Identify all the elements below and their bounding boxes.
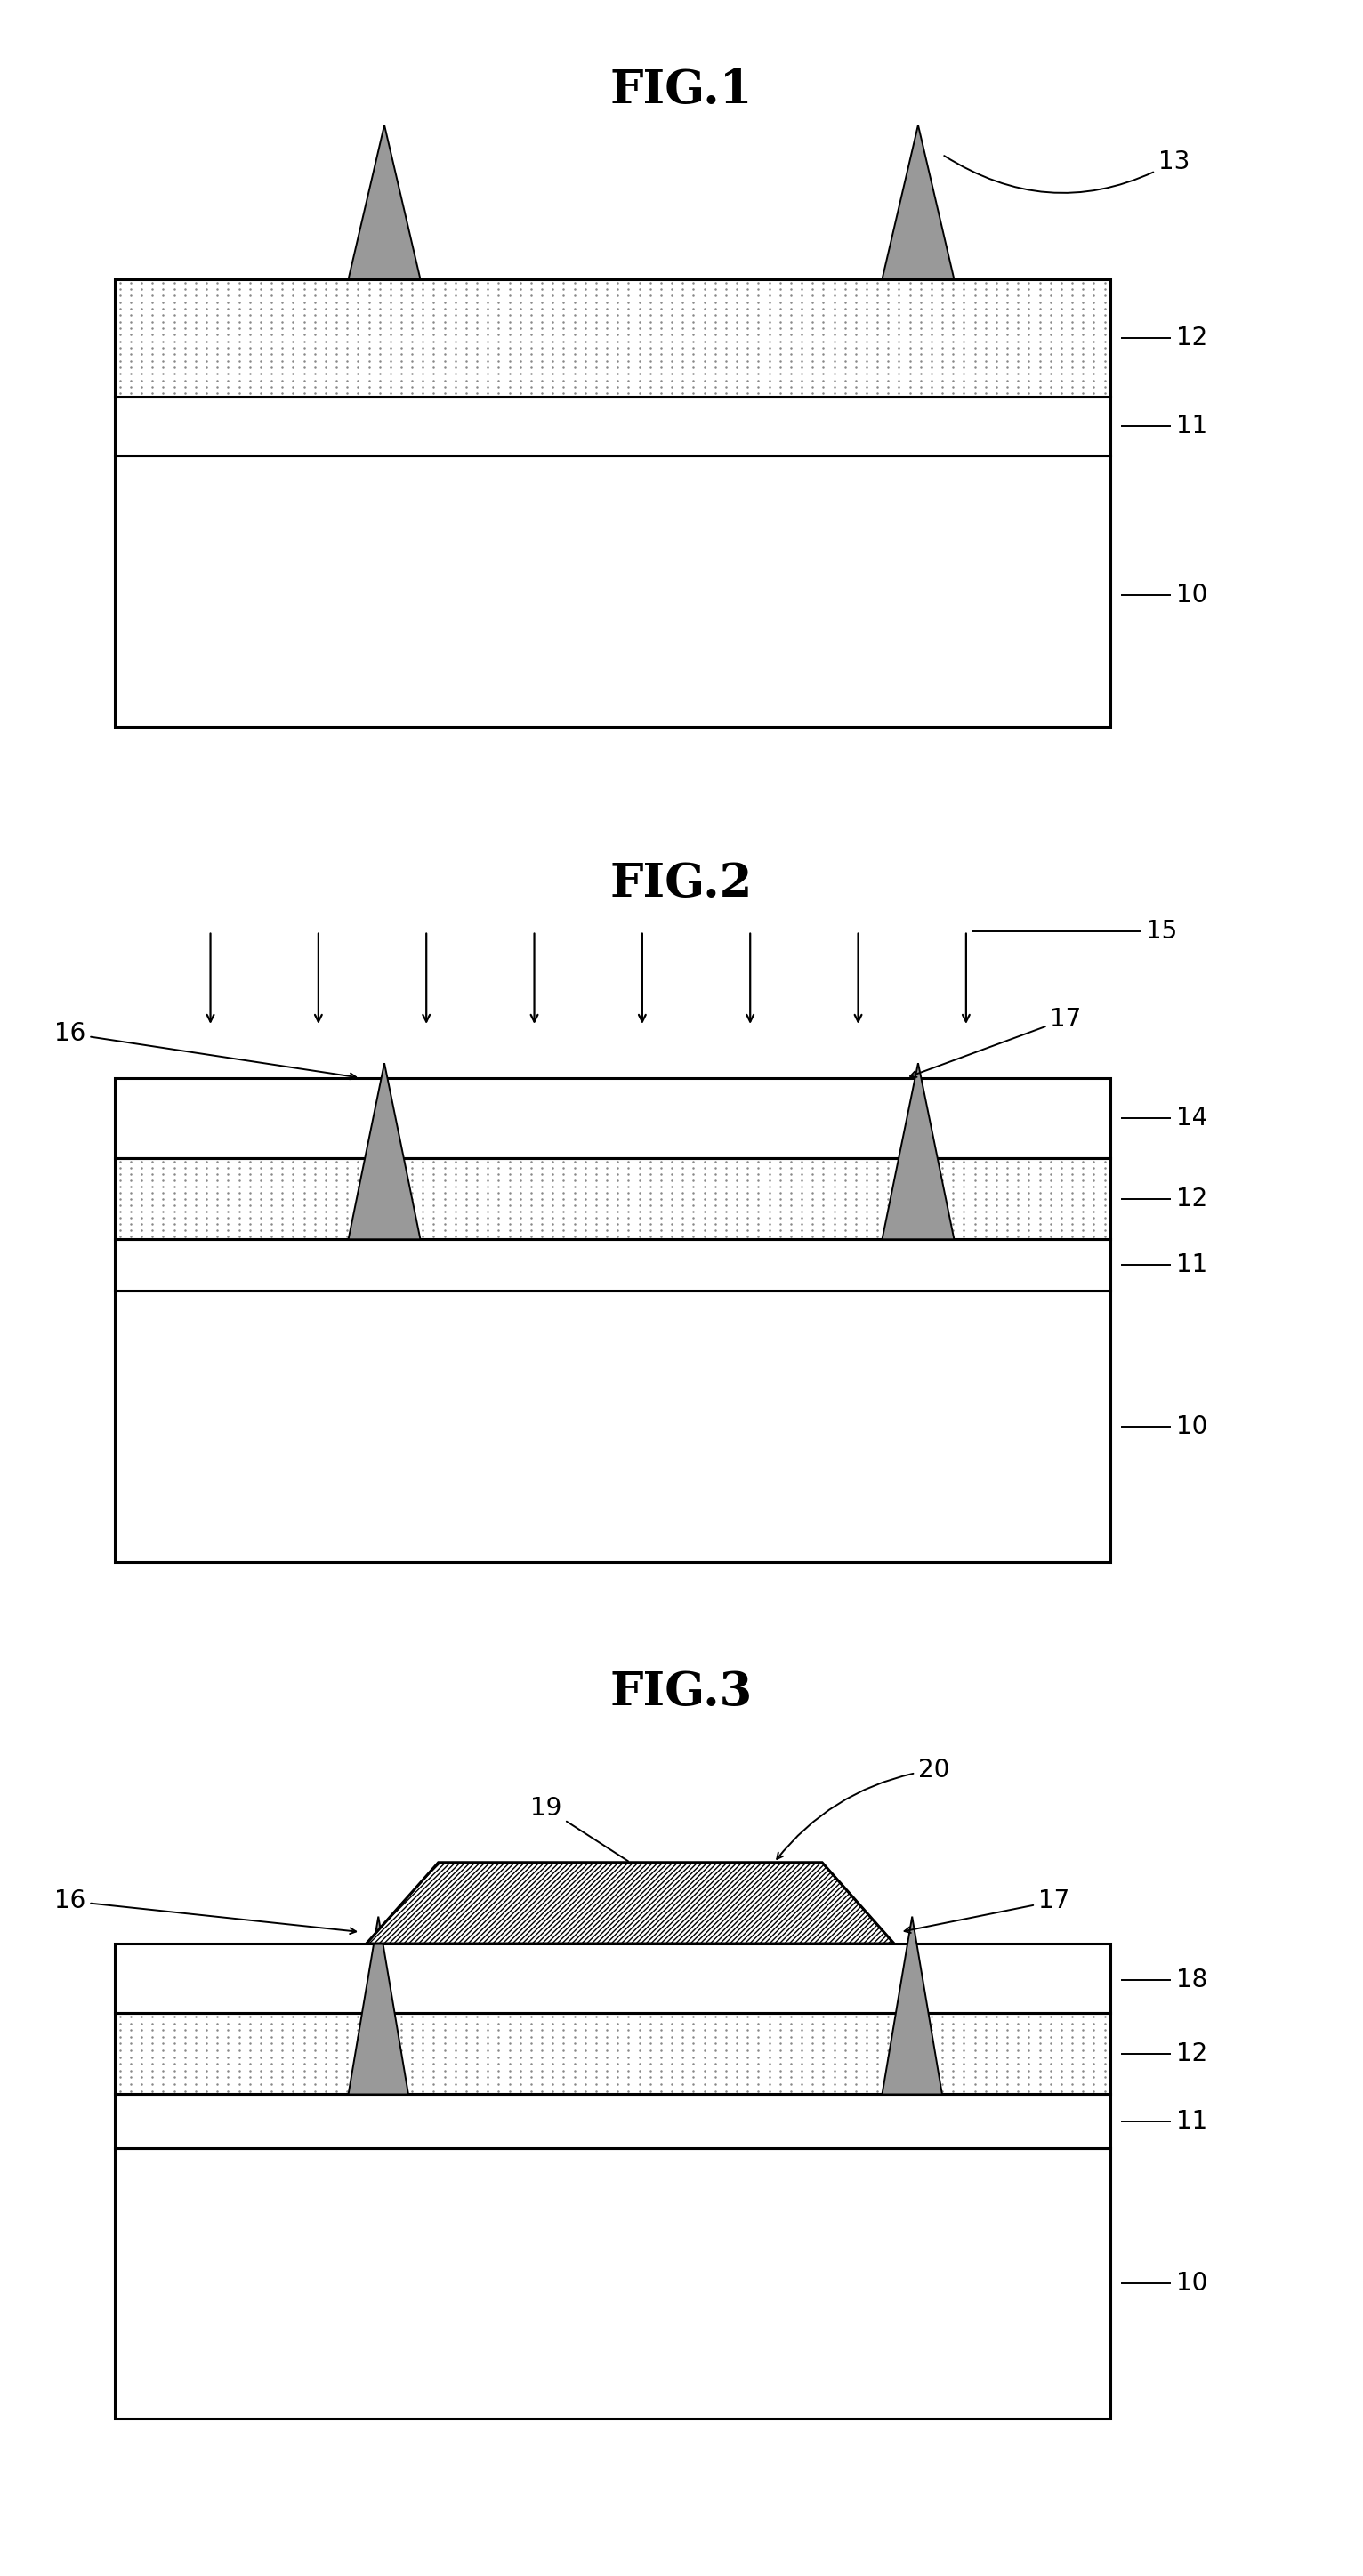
Polygon shape xyxy=(882,1917,942,2094)
Text: 10: 10 xyxy=(1176,1414,1208,1440)
Bar xyxy=(114,1077,1109,1159)
Text: 12: 12 xyxy=(1176,1188,1208,1211)
Text: FIG.2: FIG.2 xyxy=(611,860,752,907)
Bar xyxy=(114,1159,1109,1239)
Polygon shape xyxy=(367,1862,894,1945)
Bar xyxy=(114,2094,1109,2148)
Text: 17: 17 xyxy=(905,1888,1070,1932)
Polygon shape xyxy=(882,1064,954,1239)
Bar xyxy=(114,2014,1109,2094)
Polygon shape xyxy=(367,1862,894,1945)
Text: 13: 13 xyxy=(945,149,1190,193)
Text: 10: 10 xyxy=(1176,2272,1208,2295)
Text: 17: 17 xyxy=(910,1007,1081,1077)
Text: 12: 12 xyxy=(1176,2043,1208,2066)
Polygon shape xyxy=(349,1917,409,2094)
Text: 11: 11 xyxy=(1176,2110,1208,2133)
Text: 19: 19 xyxy=(530,1795,628,1860)
Text: 11: 11 xyxy=(1176,415,1208,438)
Bar xyxy=(114,1291,1109,1561)
Bar xyxy=(114,456,1109,726)
Polygon shape xyxy=(349,126,420,278)
Text: 16: 16 xyxy=(55,1888,356,1935)
Polygon shape xyxy=(882,126,954,278)
Bar xyxy=(114,1159,1109,1239)
Bar xyxy=(114,1239,1109,1291)
Text: 20: 20 xyxy=(777,1757,950,1860)
Text: 16: 16 xyxy=(55,1020,356,1079)
Text: 15: 15 xyxy=(1146,920,1178,943)
Text: FIG.1: FIG.1 xyxy=(611,67,752,113)
Text: 11: 11 xyxy=(1176,1252,1208,1278)
Bar xyxy=(114,2014,1109,2094)
Bar xyxy=(114,278,1109,397)
Text: FIG.3: FIG.3 xyxy=(611,1669,752,1716)
Polygon shape xyxy=(349,1064,420,1239)
Bar xyxy=(114,278,1109,397)
Text: 12: 12 xyxy=(1176,325,1208,350)
Bar xyxy=(114,2148,1109,2419)
Text: 14: 14 xyxy=(1176,1105,1208,1131)
Text: 18: 18 xyxy=(1176,1968,1208,1991)
Bar xyxy=(114,1945,1109,2014)
Text: 10: 10 xyxy=(1176,582,1208,608)
Bar xyxy=(114,397,1109,456)
